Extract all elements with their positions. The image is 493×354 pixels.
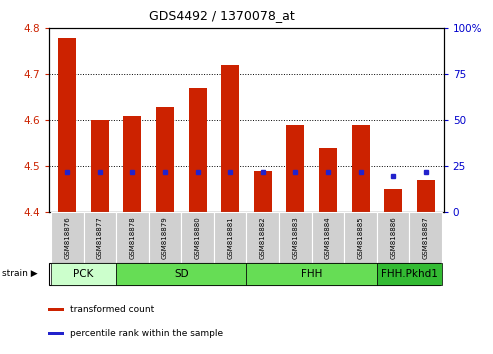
FancyBboxPatch shape	[149, 212, 181, 264]
FancyBboxPatch shape	[246, 263, 377, 285]
Bar	[123, 116, 141, 212]
Text: FHH.Pkhd1: FHH.Pkhd1	[381, 269, 438, 279]
Bar	[58, 38, 76, 212]
Bar	[352, 125, 370, 212]
Text: GDS4492 / 1370078_at: GDS4492 / 1370078_at	[149, 9, 295, 22]
FancyBboxPatch shape	[246, 212, 279, 264]
FancyBboxPatch shape	[214, 212, 246, 264]
Text: GSM818879: GSM818879	[162, 217, 168, 259]
Text: PCK: PCK	[73, 269, 94, 279]
FancyBboxPatch shape	[377, 263, 442, 285]
FancyBboxPatch shape	[279, 212, 312, 264]
Text: GSM818878: GSM818878	[130, 217, 136, 259]
Bar	[189, 88, 207, 212]
Bar	[48, 308, 64, 312]
Bar	[91, 120, 109, 212]
Text: GSM818883: GSM818883	[292, 217, 298, 259]
Text: GSM818881: GSM818881	[227, 217, 233, 259]
Bar	[254, 171, 272, 212]
Text: FHH: FHH	[301, 269, 322, 279]
Bar	[417, 180, 435, 212]
Text: percentile rank within the sample: percentile rank within the sample	[70, 329, 223, 338]
Text: GSM818882: GSM818882	[260, 217, 266, 259]
Bar	[384, 189, 402, 212]
Bar	[286, 125, 304, 212]
FancyBboxPatch shape	[116, 212, 149, 264]
Bar	[221, 65, 239, 212]
FancyBboxPatch shape	[312, 212, 344, 264]
Bar	[156, 107, 174, 212]
FancyBboxPatch shape	[116, 263, 246, 285]
Text: SD: SD	[174, 269, 189, 279]
Text: GSM818886: GSM818886	[390, 217, 396, 259]
Text: GSM818880: GSM818880	[195, 217, 201, 259]
Bar	[319, 148, 337, 212]
Bar	[48, 332, 64, 335]
FancyBboxPatch shape	[410, 212, 442, 264]
FancyBboxPatch shape	[181, 212, 214, 264]
Text: GSM818876: GSM818876	[64, 217, 70, 259]
FancyBboxPatch shape	[83, 212, 116, 264]
Text: GSM818885: GSM818885	[357, 217, 363, 259]
Text: strain ▶: strain ▶	[2, 269, 38, 278]
FancyBboxPatch shape	[51, 212, 83, 264]
Text: GSM818887: GSM818887	[423, 217, 429, 259]
FancyBboxPatch shape	[377, 212, 410, 264]
Text: GSM818877: GSM818877	[97, 217, 103, 259]
Text: GSM818884: GSM818884	[325, 217, 331, 259]
FancyBboxPatch shape	[51, 263, 116, 285]
Text: transformed count: transformed count	[70, 305, 154, 314]
FancyBboxPatch shape	[344, 212, 377, 264]
